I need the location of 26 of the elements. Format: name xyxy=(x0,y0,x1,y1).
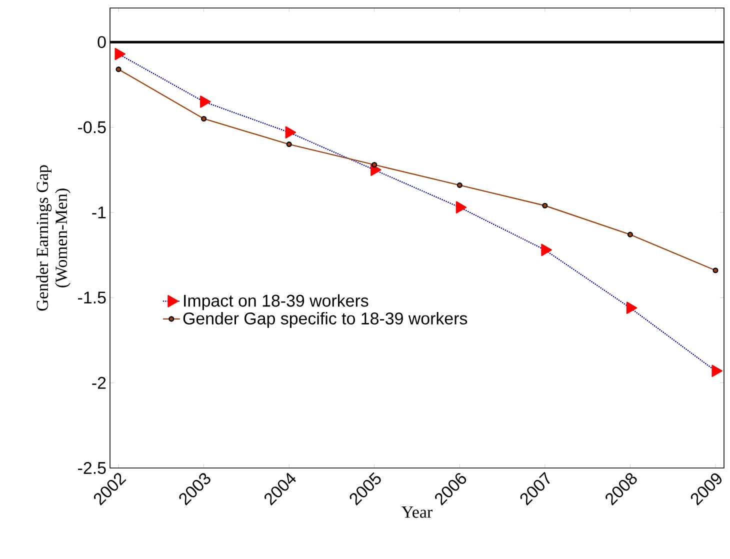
y-tick-label: -2 xyxy=(92,376,106,389)
point xyxy=(712,364,722,378)
point xyxy=(456,201,467,214)
x-axis-title: Year xyxy=(402,506,432,518)
text: (Women-Men) xyxy=(55,188,70,288)
point xyxy=(201,116,207,122)
point xyxy=(200,96,211,108)
point xyxy=(626,302,638,314)
point xyxy=(542,202,548,208)
point xyxy=(456,182,462,188)
y-tick-label: -1 xyxy=(92,206,106,218)
text: Gender Earnings Gap xyxy=(36,165,52,311)
point xyxy=(286,142,292,148)
y-tick-label: -2.5 xyxy=(78,462,106,474)
y-tick-label: -0.5 xyxy=(78,121,106,134)
point xyxy=(712,268,718,274)
point xyxy=(114,48,126,60)
point xyxy=(285,126,296,138)
point xyxy=(627,232,633,238)
point xyxy=(116,66,122,72)
point xyxy=(372,162,378,168)
legend-label: Gender Gap specific to 18-39 workers xyxy=(183,312,468,328)
point xyxy=(541,244,552,256)
y-tick-label: 0 xyxy=(98,36,106,48)
y-tick-label: -1.5 xyxy=(78,292,106,304)
legend-label: Impact on 18-39 workers xyxy=(184,294,368,310)
